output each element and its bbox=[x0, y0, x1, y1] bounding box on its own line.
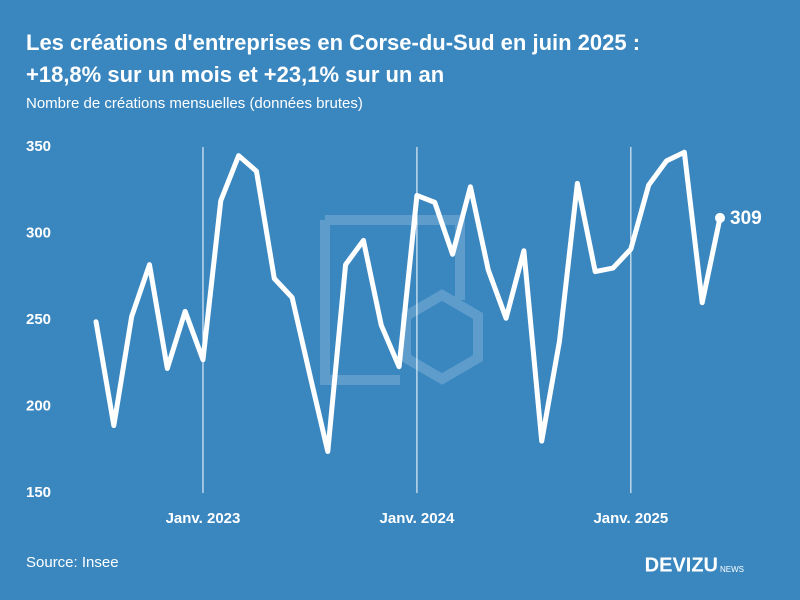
y-tick-label: 200 bbox=[26, 397, 51, 414]
chart-title: Les créations d'entreprises en Corse-du-… bbox=[26, 30, 640, 55]
value-label: 309 bbox=[730, 208, 762, 229]
line bbox=[93, 149, 723, 454]
x-tick-label: Janv. 2025 bbox=[593, 510, 668, 527]
chart-subtitle: Nombre de créations mensuelles (données … bbox=[26, 95, 363, 112]
chart-title: +18,8% sur un mois et +23,1% sur un an bbox=[26, 62, 444, 87]
y-tick-label: 150 bbox=[26, 484, 51, 501]
y-tick-label: 300 bbox=[26, 224, 51, 241]
x-tick-label: Janv. 2024 bbox=[380, 510, 455, 527]
y-tick-label: 250 bbox=[26, 311, 51, 328]
x-tick-label: Janv. 2023 bbox=[166, 510, 241, 527]
source: Source: Insee bbox=[26, 554, 119, 571]
y-tick-label: 350 bbox=[26, 138, 51, 155]
logo: DEVIZU bbox=[645, 554, 718, 576]
logo-suffix: NEWS bbox=[720, 565, 744, 574]
last-point bbox=[715, 212, 725, 223]
